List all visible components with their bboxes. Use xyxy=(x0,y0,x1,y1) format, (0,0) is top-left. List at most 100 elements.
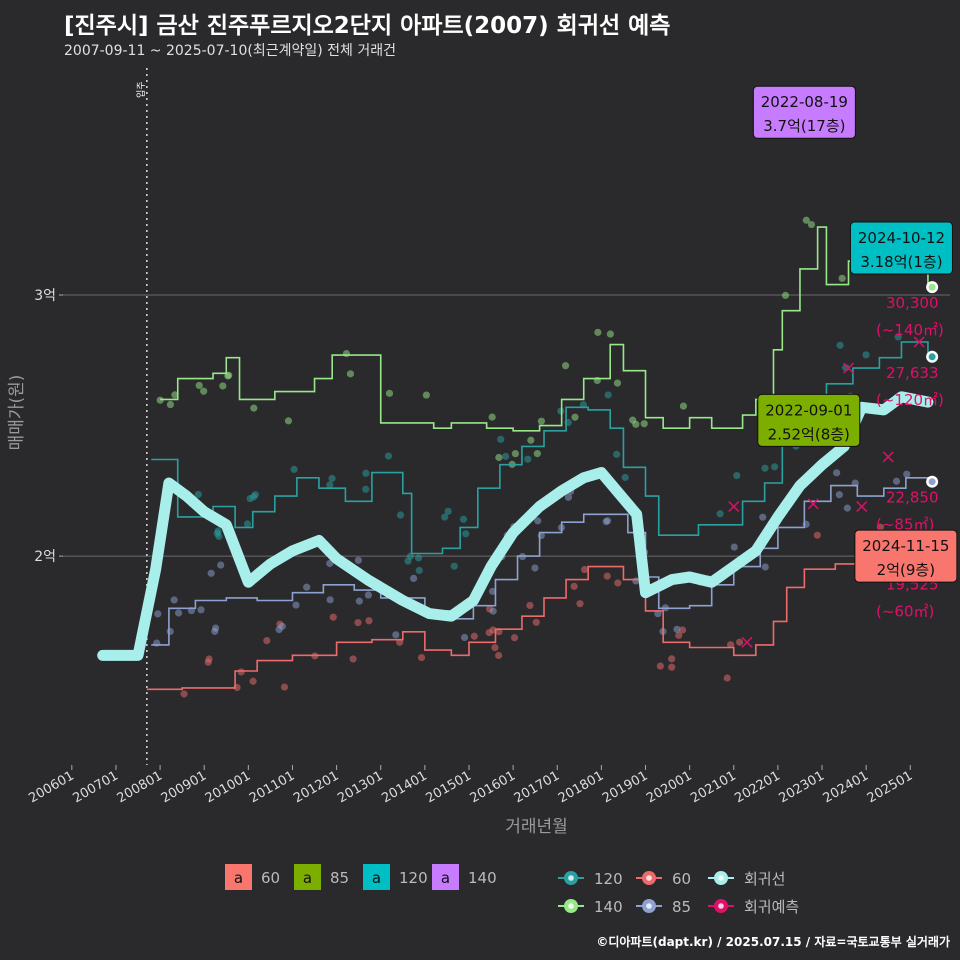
annotation-text: 2.52억(8층) xyxy=(768,425,850,443)
scatter-point xyxy=(460,633,469,642)
legend-line-label: 회귀예측 xyxy=(744,898,799,916)
scatter-point xyxy=(326,596,334,604)
scatter-point xyxy=(197,606,205,614)
scatter-point xyxy=(570,582,578,590)
scatter-point xyxy=(838,274,846,282)
legend-swatch-label: 120 xyxy=(399,869,428,887)
forecast-area: (~60㎡) xyxy=(876,603,934,621)
scatter-point xyxy=(326,559,334,568)
scatter-point xyxy=(385,389,394,397)
scatter-point xyxy=(441,513,449,521)
scatter-point xyxy=(488,413,496,421)
scatter-point xyxy=(284,417,293,425)
scatter-point xyxy=(571,413,579,421)
move-in-label: 입주 xyxy=(135,81,147,98)
scatter-point xyxy=(613,450,621,458)
scatter-point xyxy=(450,562,458,570)
scatter-point xyxy=(489,607,497,615)
scatter-point xyxy=(526,601,534,610)
scatter-point xyxy=(668,655,676,663)
scatter-point xyxy=(349,655,357,663)
scatter-point xyxy=(392,631,400,639)
scatter-point xyxy=(263,637,271,645)
scatter-point xyxy=(195,381,203,390)
forecast-cross xyxy=(856,500,868,513)
annotation-date: 2022-09-01 xyxy=(765,401,852,419)
scatter-point xyxy=(771,463,779,471)
scatter-point xyxy=(459,515,468,523)
scatter-point xyxy=(237,668,245,676)
forecast-marks: 30,300(~140㎡)27,633(~120㎡)22,850(~85㎡)19… xyxy=(728,247,944,648)
forecast-value: 22,850 xyxy=(886,489,939,507)
scatter-point xyxy=(444,507,452,515)
y-tick-label: 3억 xyxy=(34,288,56,304)
scatter-point xyxy=(329,613,337,621)
series-line-85 xyxy=(151,476,929,646)
scatter-point xyxy=(364,591,372,599)
scatter-point xyxy=(303,583,311,591)
scatter-point xyxy=(275,625,283,634)
legend-line-dot-core xyxy=(646,875,652,881)
scatter-point xyxy=(470,632,478,640)
legend-line-dot-core xyxy=(568,903,574,909)
series-line-140 xyxy=(160,226,929,432)
scatter-point xyxy=(656,662,664,670)
annotation-date: 2024-10-12 xyxy=(858,229,945,247)
forecast-cross xyxy=(882,451,894,463)
annotation-label: 2024-10-12 3.18억(1층) xyxy=(849,221,953,275)
forecast-area: (~85㎡) xyxy=(876,516,934,534)
scatter-point xyxy=(903,470,911,478)
scatter-point xyxy=(533,450,541,458)
scatter-point xyxy=(833,469,841,477)
scatter-point xyxy=(250,404,258,412)
x-tick-label: 201901 xyxy=(600,768,650,806)
annotation-label: 2022-08-19 3.7억(17층) xyxy=(752,85,856,139)
x-tick-label: 201301 xyxy=(335,768,385,806)
x-tick-label: 201601 xyxy=(468,768,518,806)
chart-subtitle: 2007-09-11 ~ 2025-07-10(최근계약일) 전체 거래건 xyxy=(64,43,396,59)
legend-line-label: 60 xyxy=(672,870,691,888)
legend-line-dot-core xyxy=(718,875,724,881)
scatter-point xyxy=(836,341,844,349)
scatter-point xyxy=(365,617,373,625)
forecast-marker-core xyxy=(928,353,936,361)
scatter-point xyxy=(362,469,370,477)
scatter-point xyxy=(250,493,258,501)
scatter-point xyxy=(761,464,769,472)
scatter-point xyxy=(537,417,546,425)
scatter-point xyxy=(180,690,188,698)
x-tick-label: 201701 xyxy=(512,768,562,806)
scatter-point xyxy=(243,520,252,528)
x-tick-label: 201801 xyxy=(556,768,606,806)
annotation-date: 2024-11-15 xyxy=(862,537,949,555)
annotation-box xyxy=(752,85,856,139)
scatter-point xyxy=(675,631,683,639)
scatter-point xyxy=(200,387,208,395)
x-tick-label: 202001 xyxy=(644,768,694,806)
scatter-point xyxy=(524,455,532,463)
scatter-point xyxy=(532,618,540,626)
scatter-point xyxy=(679,402,688,410)
annotation-label: 2022-09-01 2.52억(8층) xyxy=(757,393,861,447)
scatter-point xyxy=(629,416,637,424)
series-lines xyxy=(97,226,934,691)
scatter-point xyxy=(354,618,362,627)
scatter-point xyxy=(328,474,336,483)
grid-lines: 입주 xyxy=(63,68,950,765)
scatter-point xyxy=(154,610,162,618)
forecast-cross xyxy=(842,362,855,374)
scatter-point xyxy=(576,600,584,608)
x-tick-label: 201201 xyxy=(291,768,341,806)
scatter-point xyxy=(733,471,741,480)
scatter-point xyxy=(215,532,223,540)
scatter-point xyxy=(557,407,565,415)
scatter-point xyxy=(892,477,901,485)
x-tick-label: 201001 xyxy=(203,768,253,806)
scatter-point xyxy=(406,552,414,560)
legend-swatch-label: 60 xyxy=(261,869,280,887)
scatter-point xyxy=(346,370,355,378)
legend-line-label: 85 xyxy=(672,898,691,916)
legend-swatch-120 xyxy=(363,864,390,890)
forecast-cross xyxy=(728,500,740,513)
scatter-point xyxy=(511,450,519,458)
